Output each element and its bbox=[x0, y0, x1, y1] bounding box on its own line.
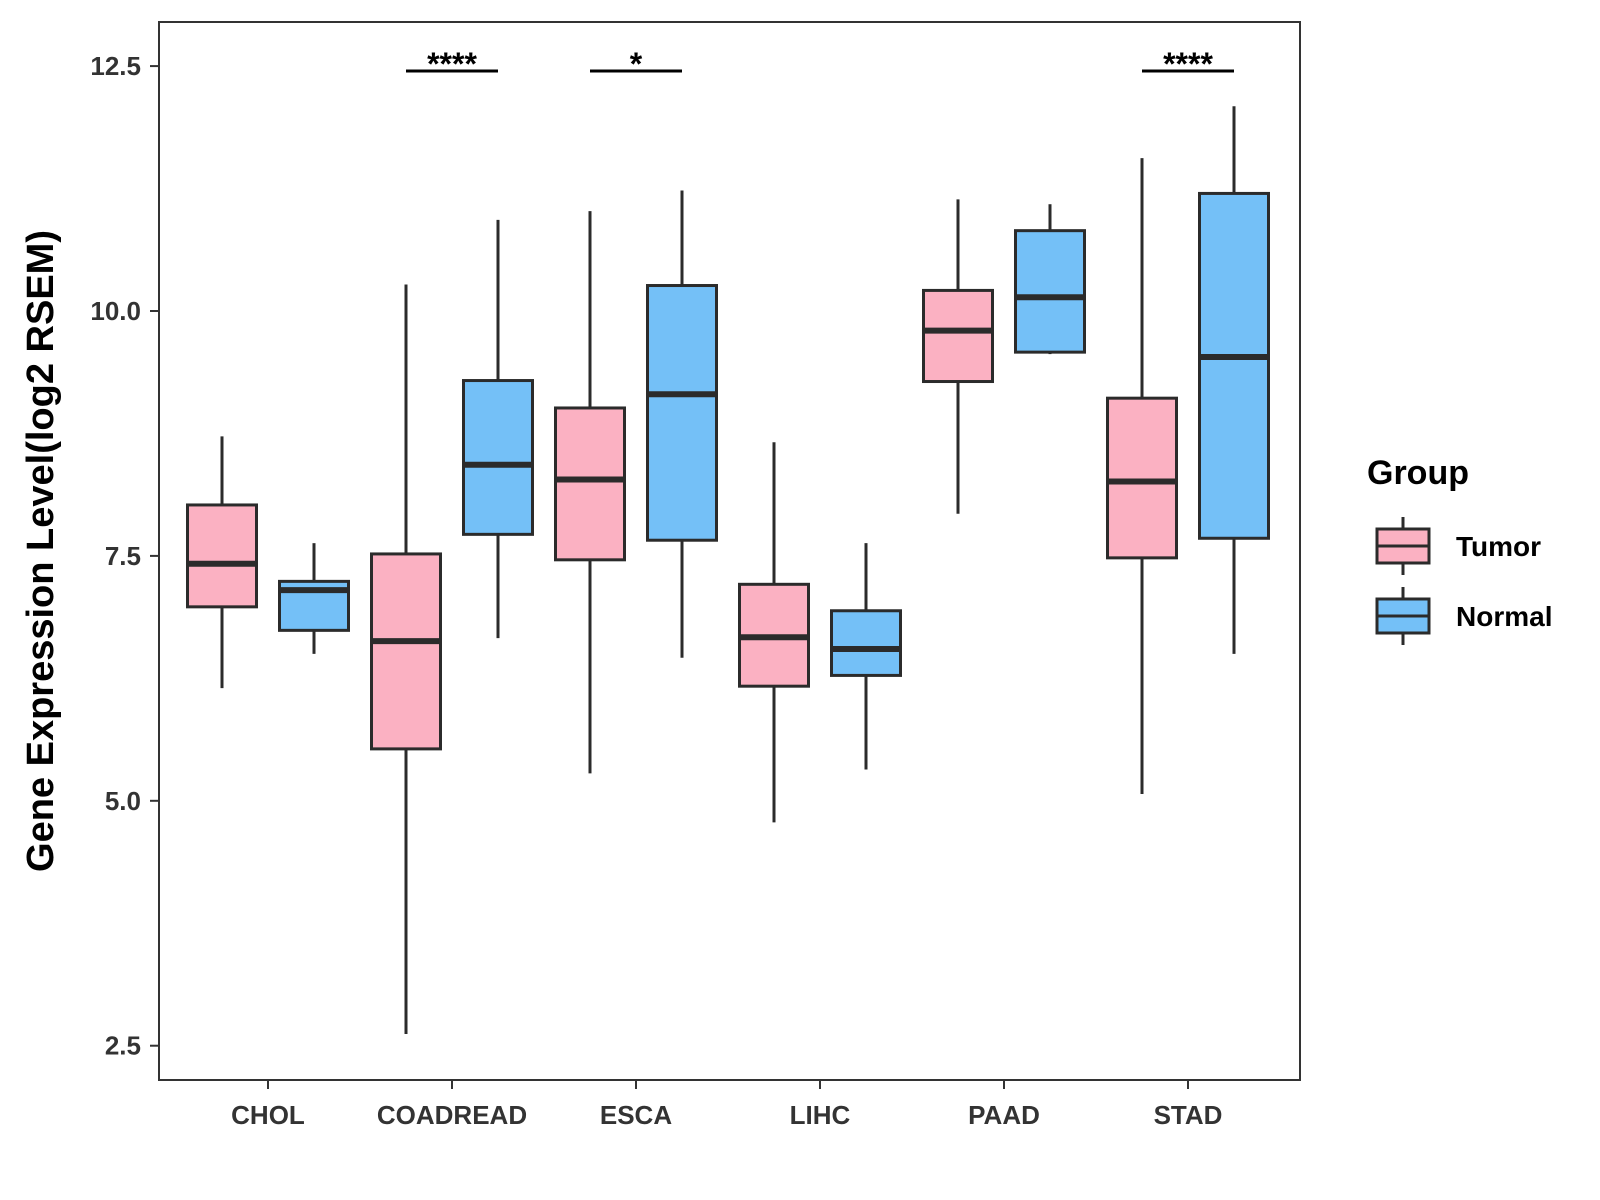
y-axis-label: Gene Expression Level(log2 RSEM) bbox=[20, 230, 62, 872]
box-normal-chol bbox=[278, 543, 350, 654]
iqr-box bbox=[1014, 229, 1086, 354]
box-normal-lihc bbox=[830, 543, 902, 770]
legend: Group Tumor Normal bbox=[1367, 454, 1552, 645]
box-tumor-chol bbox=[186, 436, 258, 689]
iqr-box bbox=[922, 288, 994, 384]
x-tick-label: COADREAD bbox=[377, 1100, 527, 1130]
iqr-box bbox=[462, 379, 534, 536]
significance-label: **** bbox=[427, 46, 477, 82]
y-axis: 2.5 5.0 7.5 10.0 12.5 bbox=[90, 51, 159, 1061]
iqr-box bbox=[830, 609, 902, 677]
x-tick-label: ESCA bbox=[600, 1100, 672, 1130]
x-axis: CHOL COADREAD ESCA LIHC PAAD STAD bbox=[231, 1080, 1222, 1130]
y-tick-label: 7.5 bbox=[105, 541, 141, 571]
box-tumor-paad bbox=[922, 199, 994, 514]
box-tumor-coadread bbox=[370, 284, 442, 1034]
legend-item-normal: Normal bbox=[1375, 587, 1552, 645]
significance-label: * bbox=[630, 46, 643, 82]
box-normal-stad bbox=[1198, 106, 1270, 654]
x-tick-label: CHOL bbox=[231, 1100, 305, 1130]
significance-annotations: **** * **** bbox=[406, 46, 1234, 82]
x-tick-label: LIHC bbox=[790, 1100, 851, 1130]
plot-area bbox=[186, 106, 1270, 1034]
box-normal-esca bbox=[646, 190, 718, 658]
box-tumor-esca bbox=[554, 211, 626, 774]
x-tick-label: STAD bbox=[1154, 1100, 1223, 1130]
iqr-box bbox=[1106, 396, 1178, 560]
iqr-box bbox=[186, 503, 258, 609]
significance-stad: **** bbox=[1142, 46, 1234, 82]
significance-label: **** bbox=[1163, 46, 1213, 82]
box-normal-paad bbox=[1014, 204, 1086, 355]
iqr-box bbox=[554, 406, 626, 562]
y-tick-label: 2.5 bbox=[105, 1031, 141, 1061]
iqr-box bbox=[1198, 191, 1270, 540]
panel-border bbox=[158, 21, 1301, 1081]
legend-label: Normal bbox=[1456, 601, 1552, 632]
significance-coadread: **** bbox=[406, 46, 498, 82]
significance-esca: * bbox=[590, 46, 682, 82]
x-tick-label: PAAD bbox=[968, 1100, 1040, 1130]
legend-title: Group bbox=[1367, 454, 1469, 492]
y-tick-label: 12.5 bbox=[90, 51, 141, 81]
iqr-box bbox=[646, 284, 718, 542]
y-tick-label: 5.0 bbox=[105, 786, 141, 816]
box-tumor-lihc bbox=[738, 442, 810, 823]
y-tick-label: 10.0 bbox=[90, 296, 141, 326]
legend-label: Tumor bbox=[1456, 531, 1541, 562]
box-tumor-stad bbox=[1106, 158, 1178, 794]
iqr-box bbox=[370, 552, 442, 751]
box-normal-coadread bbox=[462, 219, 534, 639]
legend-item-tumor: Tumor bbox=[1375, 517, 1541, 575]
